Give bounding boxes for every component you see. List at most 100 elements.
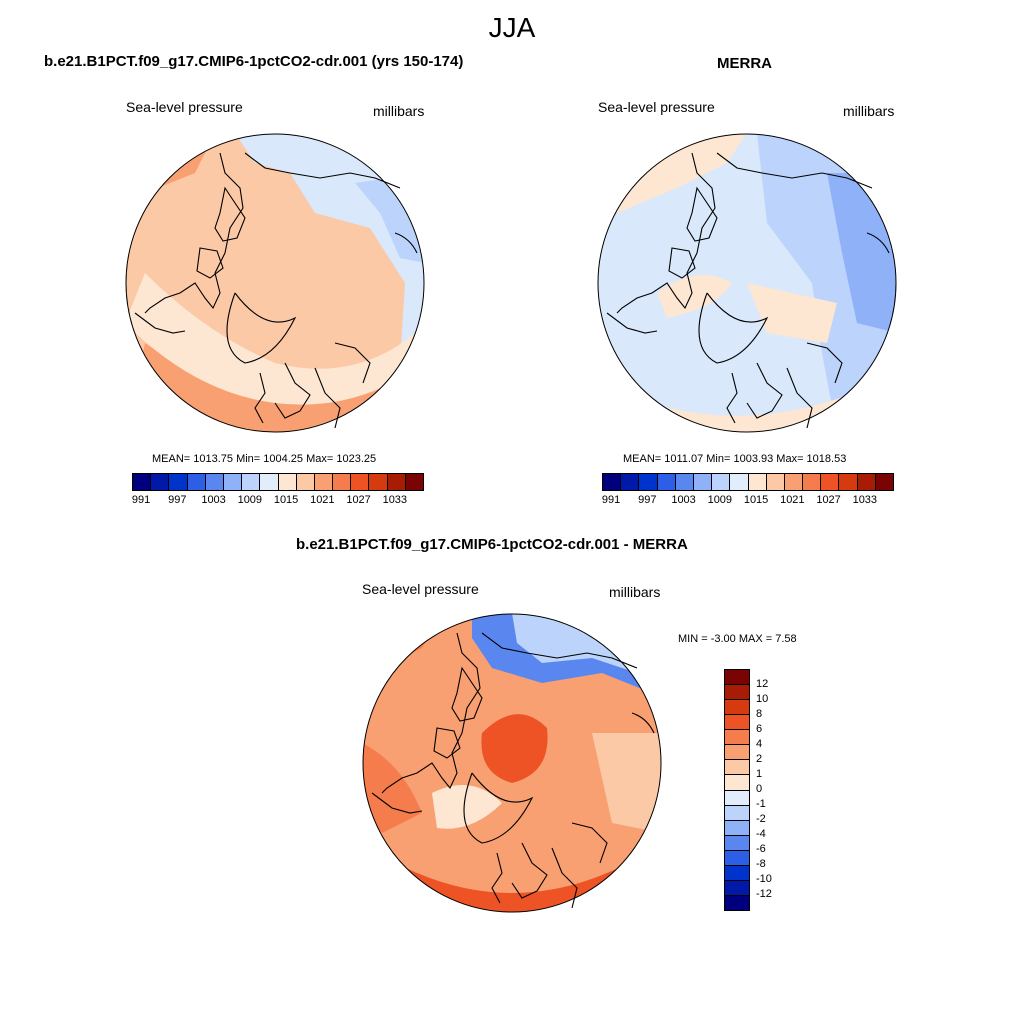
panel-2-colorbar-swatch bbox=[639, 474, 658, 490]
field-region bbox=[432, 785, 502, 829]
panel-1-colorbar-swatch bbox=[314, 474, 334, 490]
field-region bbox=[481, 714, 548, 783]
panel-3-colorbar-tick-label: -4 bbox=[756, 828, 766, 840]
panel-1-colorbar-swatch bbox=[205, 474, 224, 490]
panel-3-colorbar-tick-label: -6 bbox=[756, 843, 766, 855]
panel-1-colorbar-swatch bbox=[187, 474, 206, 490]
panel-1-colorbar-swatch bbox=[133, 474, 152, 490]
panel-2-title: MERRA bbox=[717, 55, 772, 72]
panel-2-colorbar-swatch bbox=[875, 474, 893, 490]
field-layer bbox=[363, 614, 661, 912]
panel-2-units: millibars bbox=[843, 103, 895, 119]
panel-3-colorbar-tick-label: 12 bbox=[756, 678, 769, 690]
panel-1-colorbar-swatch bbox=[387, 474, 406, 490]
panel-3-colorbar-tick-label: -2 bbox=[756, 813, 766, 825]
map-boundary bbox=[362, 613, 662, 913]
coastline bbox=[866, 232, 890, 254]
panel-3-colorbar-swatch bbox=[725, 895, 749, 910]
panel-3-colorbar-swatch bbox=[725, 760, 749, 776]
panel-3-colorbar-swatch bbox=[725, 790, 749, 806]
field-region bbox=[220, 226, 313, 333]
panel-2-colorbar-tick-label: 1015 bbox=[743, 494, 769, 506]
panel-2-stats: MEAN= 1011.07 Min= 1003.93 Max= 1018.53 bbox=[623, 453, 847, 465]
coastline bbox=[606, 312, 658, 334]
panel-3-colorbar-tick-label: 6 bbox=[756, 723, 763, 735]
panel-2-colorbar-tick-label: 1003 bbox=[671, 494, 696, 506]
map-boundary bbox=[125, 133, 425, 433]
panel-1-colorbar-tick-label: 991 bbox=[131, 494, 151, 506]
panel-3-colorbar-swatch bbox=[725, 670, 749, 686]
panel-3-colorbar-swatch bbox=[725, 685, 749, 701]
panel-3-colorbar-swatch bbox=[725, 730, 749, 746]
coastline bbox=[481, 632, 638, 669]
coastlines bbox=[371, 632, 655, 909]
panel-1-colorbar-swatch bbox=[260, 474, 279, 490]
panel-1-colorbar-swatch bbox=[296, 474, 315, 490]
panel-3-colorbar-tick-label: 2 bbox=[756, 753, 763, 765]
panel-2-colorbar-swatch bbox=[621, 474, 640, 490]
coastline bbox=[433, 727, 461, 759]
panel-1-colorbar-swatch bbox=[351, 474, 370, 490]
coastline bbox=[381, 632, 481, 794]
panel-3-colorbar-swatch bbox=[725, 865, 749, 881]
panel-3-colorbar-tick-label: -10 bbox=[756, 873, 772, 885]
panel-3-colorbar-swatch bbox=[725, 850, 749, 866]
panel-2-variable: Sea-level pressure bbox=[598, 99, 715, 115]
coastline bbox=[686, 186, 718, 242]
coastlines bbox=[606, 152, 890, 429]
panel-3-colorbar-tick-label: 4 bbox=[756, 738, 763, 750]
panel-3-units: millibars bbox=[609, 584, 661, 600]
panel-1-polar-map bbox=[125, 133, 425, 433]
panel-2-colorbar-swatch bbox=[730, 474, 749, 490]
panel-1-colorbar-swatch bbox=[369, 474, 388, 490]
panel-3-title: b.e21.B1PCT.f09_g17.CMIP6-1pctCO2-cdr.00… bbox=[296, 536, 688, 553]
panel-2-colorbar bbox=[602, 473, 894, 491]
coastline bbox=[698, 292, 769, 364]
panel-2-colorbar-tick-label: 997 bbox=[638, 494, 657, 506]
panel-2-colorbar-swatch bbox=[784, 474, 804, 490]
panel-3-colorbar-swatch bbox=[725, 700, 749, 716]
panel-1-colorbar-swatch bbox=[278, 474, 297, 490]
field-region bbox=[747, 283, 837, 343]
field-layer bbox=[126, 134, 424, 432]
panel-3-colorbar-tick-label: -1 bbox=[756, 798, 766, 810]
coastline bbox=[726, 372, 738, 424]
panel-2-colorbar-tick-label: 1027 bbox=[816, 494, 841, 506]
field-region bbox=[126, 273, 424, 405]
panel-1-colorbar-tick-label: 1003 bbox=[201, 494, 226, 506]
coastline bbox=[806, 342, 843, 384]
panel-3-colorbar-tick-label: -12 bbox=[756, 888, 772, 900]
panel-3-polar-map bbox=[362, 613, 662, 913]
panel-1-units: millibars bbox=[373, 103, 425, 119]
panel-3-colorbar-tick-label: 8 bbox=[756, 708, 763, 720]
coastline bbox=[226, 292, 297, 364]
coastline bbox=[334, 342, 371, 384]
panel-2-colorbar-swatch bbox=[857, 474, 876, 490]
coastline bbox=[746, 362, 783, 419]
panel-2-colorbar-tick-label: 1033 bbox=[852, 494, 878, 506]
field-layer bbox=[598, 134, 896, 432]
panel-3-colorbar-swatch bbox=[725, 745, 749, 761]
panel-3-colorbar-tick-label: 10 bbox=[756, 693, 769, 705]
panel-2-colorbar-swatch bbox=[657, 474, 676, 490]
coastline bbox=[144, 152, 244, 314]
panel-1-title: b.e21.B1PCT.f09_g17.CMIP6-1pctCO2-cdr.00… bbox=[44, 53, 464, 70]
panel-1-colorbar-tick-label: 1033 bbox=[382, 494, 408, 506]
season-title: JJA bbox=[488, 12, 536, 43]
panel-3-colorbar-swatch bbox=[725, 880, 749, 896]
panel-3-colorbar-tick-label: 1 bbox=[756, 768, 763, 780]
coastline bbox=[451, 666, 483, 722]
panel-3-colorbar-swatch bbox=[725, 805, 749, 821]
field-region bbox=[657, 275, 732, 318]
panel-1-colorbar bbox=[132, 473, 424, 491]
coastline bbox=[511, 842, 548, 899]
coastline bbox=[616, 152, 716, 314]
panel-2-colorbar-swatch bbox=[803, 474, 822, 490]
panel-1-colorbar-tick-label: 1009 bbox=[237, 494, 263, 506]
panel-2-colorbar-swatch bbox=[839, 474, 858, 490]
field-region bbox=[592, 733, 661, 833]
panel-1-colorbar-tick-label: 997 bbox=[168, 494, 187, 506]
panel-2-colorbar-swatch bbox=[675, 474, 694, 490]
panel-3-colorbar-swatch bbox=[725, 775, 749, 791]
panel-1-colorbar-swatch bbox=[405, 474, 423, 490]
